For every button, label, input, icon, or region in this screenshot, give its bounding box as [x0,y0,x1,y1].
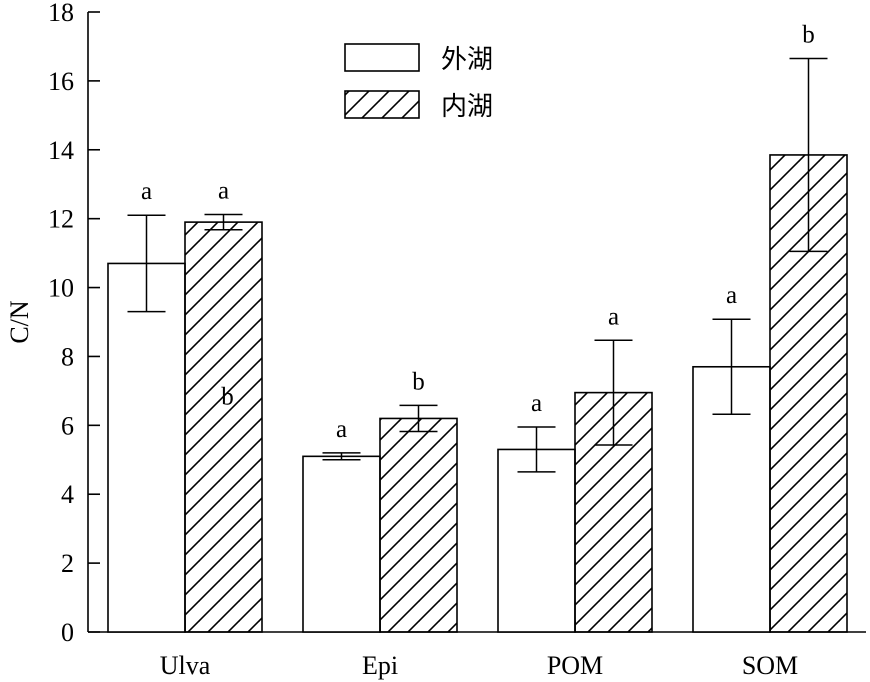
y-axis-label: C/N [5,300,34,344]
sig-letter-Epi-series-0: a [336,416,347,443]
legend-swatch-series-0 [344,43,420,72]
y-tick-label-4: 4 [61,480,74,509]
y-tick-label-16: 16 [48,67,74,96]
sig-letter-Epi-series-1: b [412,368,425,395]
y-tick-label-2: 2 [61,549,74,578]
sig-letter-SOM-series-0: a [726,282,737,309]
y-tick-label-18: 18 [48,0,74,27]
y-tick-label-10: 10 [48,274,74,303]
sig-letter-POM-series-1: a [608,303,619,330]
x-tick-label-POM: POM [547,651,603,680]
sig-letter-SOM-series-1: b [802,22,815,49]
legend-label-series-0: 外湖 [441,45,493,75]
bar-SOM-series-1 [769,154,848,633]
annotation-letter-0: b [221,384,234,411]
bar-POM-series-1 [574,391,653,633]
bar-Epi-series-0 [302,455,381,633]
sig-letter-Ulva-series-1: a [218,178,229,205]
x-tick-label-Epi: Epi [362,651,398,680]
x-tick-label-SOM: SOM [742,651,798,680]
bar-Epi-series-1 [379,417,458,633]
y-tick-label-12: 12 [48,205,74,234]
y-tick-label-8: 8 [61,342,74,371]
sig-letter-POM-series-0: a [531,390,542,417]
legend-swatch-series-1 [344,90,420,119]
x-tick-label-Ulva: Ulva [160,651,211,680]
y-tick-label-14: 14 [48,136,74,165]
y-tick-label-6: 6 [61,411,74,440]
y-tick-label-0: 0 [61,618,74,647]
sig-letter-Ulva-series-0: a [141,178,152,205]
legend-label-series-1: 内湖 [441,92,493,122]
bar-POM-series-0 [497,448,576,633]
bar-Ulva-series-0 [107,262,186,633]
bar-Ulva-series-1 [184,221,263,633]
